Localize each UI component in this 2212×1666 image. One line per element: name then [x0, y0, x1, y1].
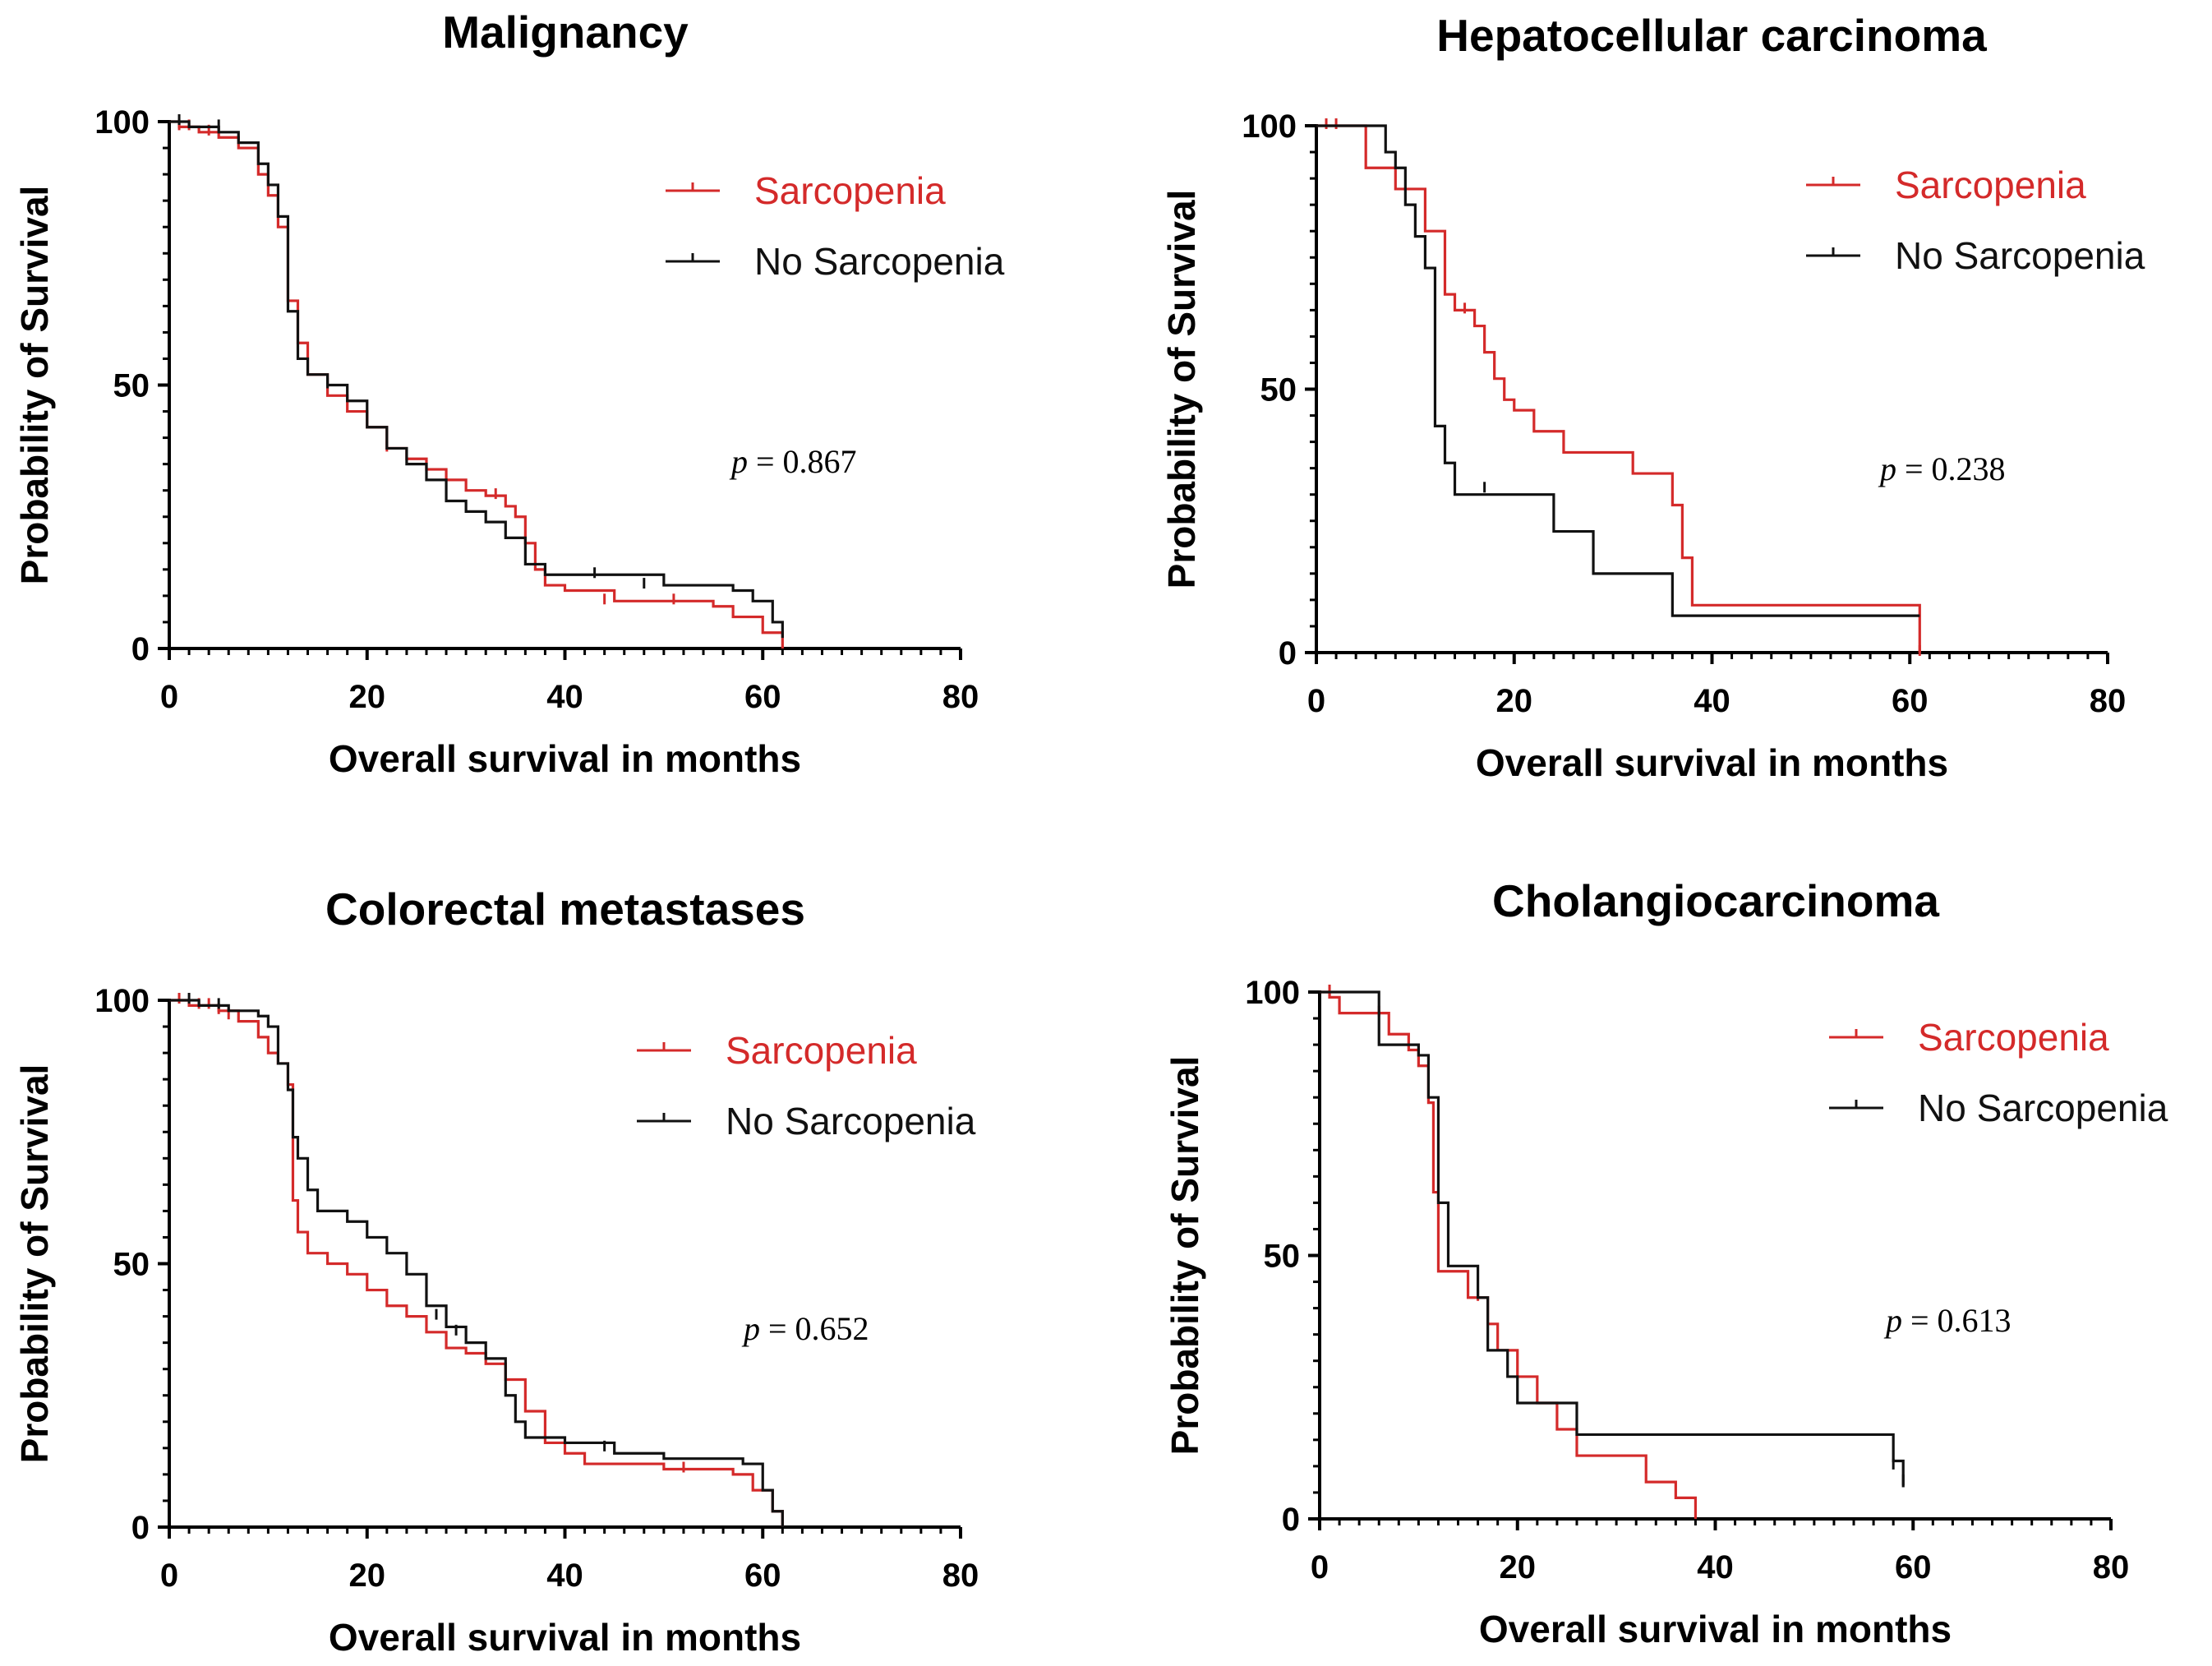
x-tick-label: 40	[1694, 683, 1730, 719]
x-tick-label: 80	[942, 679, 979, 715]
km-panel-2: Hepatocellular carcinoma 0 20 40 60 80 0 50 100 O…	[1160, 10, 2145, 784]
p-value-label: p = 0.867	[729, 443, 857, 480]
y-tick-label: 100	[1245, 975, 1300, 1011]
panel-title: Malignancy	[442, 7, 689, 58]
p-symbol: p	[1878, 450, 1896, 487]
y-tick-label: 50	[113, 368, 150, 404]
panel-title: Hepatocellular carcinoma	[1436, 10, 1987, 61]
legend-label-no-sarcopenia: No Sarcopenia	[1918, 1087, 2168, 1129]
y-tick-label: 0	[131, 631, 150, 667]
x-tick-label: 0	[1311, 1549, 1329, 1585]
y-tick-label: 50	[1260, 372, 1297, 408]
y-tick-label: 0	[1279, 635, 1297, 671]
x-tick-label: 60	[744, 679, 781, 715]
x-tick-label: 80	[2090, 683, 2127, 719]
x-tick-label: 20	[349, 1558, 386, 1594]
x-tick-label: 20	[349, 679, 386, 715]
x-axis-label: Overall survival in months	[1476, 741, 1948, 784]
legend-label-sarcopenia: Sarcopenia	[726, 1029, 917, 1072]
y-axis-label: Probability of Survival	[13, 186, 56, 585]
legend-label-sarcopenia: Sarcopenia	[1895, 164, 2086, 206]
no-sarcopenia-survival-curve	[1320, 990, 1905, 1488]
p-symbol: p	[729, 443, 748, 480]
p-symbol: p	[1883, 1302, 1902, 1339]
sarcopenia-survival-curve	[1316, 124, 1921, 653]
x-tick-label: 0	[160, 1558, 178, 1594]
x-tick-label: 40	[546, 679, 583, 715]
legend-label-no-sarcopenia: No Sarcopenia	[726, 1100, 976, 1142]
km-panel-4: Cholangiocarcinoma 0 20 40 60 80 0 50 100 Overall…	[1164, 875, 2168, 1650]
y-tick-label: 100	[94, 104, 150, 141]
p-value-label: p = 0.652	[741, 1310, 869, 1347]
y-axis-label: Probability of Survival	[13, 1064, 56, 1464]
y-tick-label: 50	[113, 1247, 150, 1283]
no-sarcopenia-survival-curve	[1316, 124, 1920, 617]
x-tick-label: 40	[546, 1558, 583, 1594]
y-tick-label: 100	[94, 983, 150, 1019]
legend-label-sarcopenia: Sarcopenia	[1918, 1016, 2109, 1059]
no-sarcopenia-survival-curve	[169, 999, 784, 1527]
p-value-label: p = 0.613	[1883, 1302, 2012, 1339]
legend-label-no-sarcopenia: No Sarcopenia	[754, 240, 1005, 283]
x-tick-label: 80	[942, 1558, 979, 1594]
x-axis-label: Overall survival in months	[329, 1616, 801, 1659]
p-value-number: = 0.652	[760, 1310, 869, 1347]
p-value-number: = 0.238	[1896, 450, 2006, 487]
y-axis-label: Probability of Survival	[1164, 1056, 1206, 1456]
sarcopenia-survival-curve	[1320, 990, 1698, 1519]
p-symbol: p	[741, 1310, 760, 1347]
sarcopenia-survival-curve	[169, 999, 784, 1527]
p-value-label: p = 0.238	[1878, 450, 2006, 487]
y-tick-label: 100	[1242, 108, 1297, 145]
x-tick-label: 20	[1500, 1549, 1537, 1585]
legend-label-sarcopenia: Sarcopenia	[754, 169, 946, 212]
no-sarcopenia-survival-curve	[169, 120, 784, 639]
y-tick-label: 0	[131, 1510, 150, 1546]
x-axis-label: Overall survival in months	[329, 737, 801, 780]
x-tick-label: 40	[1697, 1549, 1734, 1585]
sarcopenia-survival-curve	[169, 120, 784, 648]
km-panel-1: Malignancy 0 20 40 60 80 0 50 100 Overall surviva…	[13, 7, 1005, 780]
km-panel-3: Colorectal metastases 0 20 40 60 80 0 50 100 Over…	[13, 884, 979, 1659]
x-tick-label: 20	[1496, 683, 1533, 719]
y-tick-label: 50	[1264, 1239, 1301, 1275]
x-tick-label: 0	[1307, 683, 1325, 719]
x-tick-label: 80	[2093, 1549, 2130, 1585]
x-tick-label: 60	[1895, 1549, 1932, 1585]
x-tick-label: 0	[160, 679, 178, 715]
panel-title: Colorectal metastases	[325, 884, 805, 935]
x-tick-label: 60	[1892, 683, 1929, 719]
y-axis-label: Probability of Survival	[1160, 190, 1203, 589]
x-axis-label: Overall survival in months	[1479, 1608, 1952, 1650]
y-tick-label: 0	[1282, 1502, 1300, 1538]
panel-title: Cholangiocarcinoma	[1492, 875, 1939, 926]
p-value-number: = 0.867	[748, 443, 857, 480]
p-value-number: = 0.613	[1902, 1302, 2012, 1339]
x-tick-label: 60	[744, 1558, 781, 1594]
legend-label-no-sarcopenia: No Sarcopenia	[1895, 234, 2145, 277]
